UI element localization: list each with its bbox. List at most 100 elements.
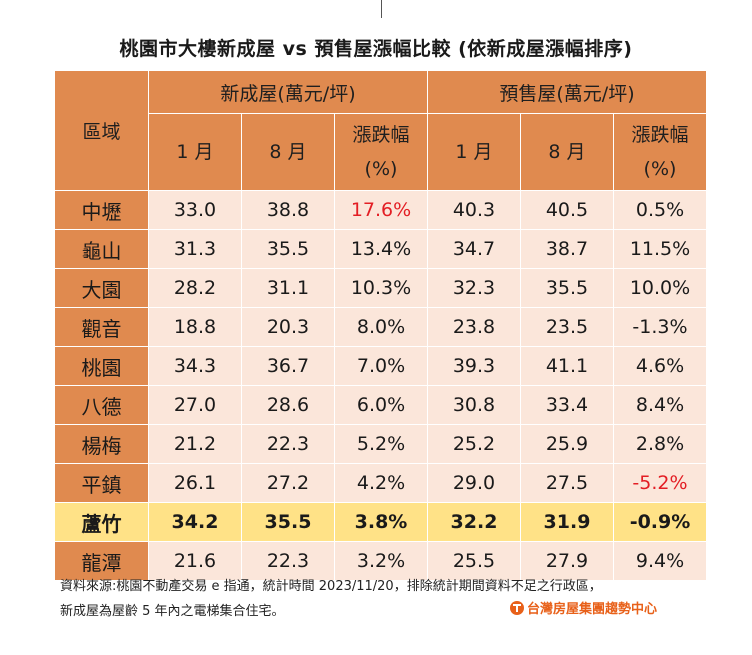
cell-new-change: 5.2% [334, 424, 428, 464]
cell-pre-change: 4.6% [613, 346, 707, 386]
cell-new-change: 7.0% [334, 346, 428, 386]
cell-pre-jan: 40.3 [427, 190, 521, 230]
cell-new-change: 13.4% [334, 229, 428, 269]
cell-region: 楊梅 [54, 424, 149, 464]
table-row: 楊梅 21.2 22.3 5.2% 25.2 25.9 2.8% [54, 424, 707, 464]
cell-pre-jan: 25.5 [427, 541, 521, 581]
cell-new-aug: 28.6 [241, 385, 335, 425]
cell-new-change: 3.2% [334, 541, 428, 581]
header-change-unit: (%) [643, 158, 677, 180]
table-row: 平鎮 26.1 27.2 4.2% 29.0 27.5 -5.2% [54, 463, 707, 503]
cell-region: 龜山 [54, 229, 149, 269]
table-row: 大園 28.2 31.1 10.3% 32.3 35.5 10.0% [54, 268, 707, 308]
footer-note-line: 新成屋為屋齡 5 年內之電梯集合住宅。 [60, 604, 285, 619]
cell-pre-jan: 32.2 [427, 502, 521, 542]
cell-pre-jan: 34.7 [427, 229, 521, 269]
cell-pre-change: 10.0% [613, 268, 707, 308]
cell-new-change: 6.0% [334, 385, 428, 425]
header-change-label: 漲跌幅 [631, 124, 689, 146]
cell-pre-jan: 30.8 [427, 385, 521, 425]
header-change-unit: (%) [364, 158, 398, 180]
header-new-aug: 8 月 [241, 113, 335, 191]
table-row: 龍潭 21.6 22.3 3.2% 25.5 27.9 9.4% [54, 541, 707, 581]
table-row: 中壢 33.0 38.8 17.6% 40.3 40.5 0.5% [54, 190, 707, 230]
header-change-label: 漲跌幅 [352, 124, 410, 146]
cell-new-jan: 18.8 [148, 307, 242, 347]
comparison-table: 區域 新成屋(萬元/坪) 預售屋(萬元/坪) 1 月 8 月 漲跌幅 (%) 1 … [54, 70, 707, 581]
header-new-jan: 1 月 [148, 113, 242, 191]
brand-name: 台灣房屋集團趨勢中心 [527, 602, 658, 617]
cell-new-aug: 35.5 [241, 229, 335, 269]
cell-region: 平鎮 [54, 463, 149, 503]
cell-new-change: 3.8% [334, 502, 428, 542]
cell-new-jan: 33.0 [148, 190, 242, 230]
cell-pre-change: 11.5% [613, 229, 707, 269]
cell-new-jan: 34.3 [148, 346, 242, 386]
cell-pre-aug: 41.1 [520, 346, 614, 386]
cell-new-aug: 36.7 [241, 346, 335, 386]
table-row: 觀音 18.8 20.3 8.0% 23.8 23.5 -1.3% [54, 307, 707, 347]
header-region: 區域 [54, 70, 149, 191]
cell-pre-aug: 23.5 [520, 307, 614, 347]
top-divider-line [381, 0, 382, 18]
cell-region: 觀音 [54, 307, 149, 347]
cell-new-aug: 35.5 [241, 502, 335, 542]
cell-pre-aug: 27.9 [520, 541, 614, 581]
chart-title: 桃園市大樓新成屋 vs 預售屋漲幅比較 (依新成屋漲幅排序) [119, 38, 633, 60]
footer-source-line: 資料來源:桃園不動產交易 e 指通，統計時間 2023/11/20，排除統計期間… [60, 579, 602, 594]
cell-region: 八德 [54, 385, 149, 425]
cell-pre-aug: 31.9 [520, 502, 614, 542]
cell-pre-aug: 25.9 [520, 424, 614, 464]
cell-region: 桃園 [54, 346, 149, 386]
cell-new-aug: 22.3 [241, 424, 335, 464]
cell-new-jan: 34.2 [148, 502, 242, 542]
cell-pre-aug: 40.5 [520, 190, 614, 230]
cell-new-jan: 28.2 [148, 268, 242, 308]
header-pre-aug: 8 月 [520, 113, 614, 191]
cell-pre-jan: 25.2 [427, 424, 521, 464]
table-body: 中壢 33.0 38.8 17.6% 40.3 40.5 0.5% 龜山 31.3 35.5 13.… [54, 190, 707, 581]
brand-logo: 台灣房屋集團趨勢中心 [510, 598, 657, 617]
cell-new-aug: 27.2 [241, 463, 335, 503]
cell-pre-change: 2.8% [613, 424, 707, 464]
header-pre-jan: 1 月 [427, 113, 521, 191]
cell-new-change: 17.6% [334, 190, 428, 230]
cell-new-aug: 31.1 [241, 268, 335, 308]
cell-region: 蘆竹 [54, 502, 149, 542]
cell-pre-change: -0.9% [613, 502, 707, 542]
table-row: 八德 27.0 28.6 6.0% 30.8 33.4 8.4% [54, 385, 707, 425]
cell-pre-aug: 35.5 [520, 268, 614, 308]
cell-pre-change: 8.4% [613, 385, 707, 425]
table-row: 龜山 31.3 35.5 13.4% 34.7 38.7 11.5% [54, 229, 707, 269]
cell-new-jan: 26.1 [148, 463, 242, 503]
cell-new-aug: 38.8 [241, 190, 335, 230]
cell-pre-jan: 39.3 [427, 346, 521, 386]
table-row: 桃園 34.3 36.7 7.0% 39.3 41.1 4.6% [54, 346, 707, 386]
cell-pre-jan: 23.8 [427, 307, 521, 347]
cell-pre-change: 0.5% [613, 190, 707, 230]
header-new-change: 漲跌幅 (%) [334, 113, 428, 191]
brand-icon [510, 600, 524, 615]
cell-pre-change: -5.2% [613, 463, 707, 503]
cell-pre-aug: 38.7 [520, 229, 614, 269]
cell-new-change: 8.0% [334, 307, 428, 347]
cell-new-jan: 27.0 [148, 385, 242, 425]
header-pre-change: 漲跌幅 (%) [613, 113, 707, 191]
cell-pre-aug: 27.5 [520, 463, 614, 503]
cell-pre-change: -1.3% [613, 307, 707, 347]
cell-region: 中壢 [54, 190, 149, 230]
cell-region: 龍潭 [54, 541, 149, 581]
cell-pre-aug: 33.4 [520, 385, 614, 425]
table-row: 蘆竹 34.2 35.5 3.8% 32.2 31.9 -0.9% [54, 502, 707, 542]
header-new-house: 新成屋(萬元/坪) [148, 70, 428, 114]
cell-new-change: 4.2% [334, 463, 428, 503]
cell-new-change: 10.3% [334, 268, 428, 308]
cell-new-aug: 20.3 [241, 307, 335, 347]
cell-pre-jan: 29.0 [427, 463, 521, 503]
cell-new-jan: 21.2 [148, 424, 242, 464]
cell-region: 大園 [54, 268, 149, 308]
cell-new-jan: 31.3 [148, 229, 242, 269]
header-presale: 預售屋(萬元/坪) [427, 70, 707, 114]
cell-pre-change: 9.4% [613, 541, 707, 581]
cell-pre-jan: 32.3 [427, 268, 521, 308]
